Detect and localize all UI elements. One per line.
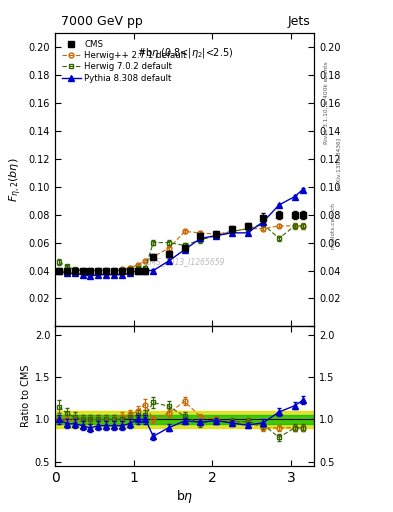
Bar — [55, 415, 314, 423]
Text: #b$\eta$ (0.8<|$\eta_2$|<2.5): #b$\eta$ (0.8<|$\eta_2$|<2.5) — [136, 47, 233, 60]
Text: Rivet 3.1.10, ≥ 400k events: Rivet 3.1.10, ≥ 400k events — [324, 61, 329, 144]
Text: [arXiv:1306.3436]: [arXiv:1306.3436] — [336, 137, 341, 190]
Text: mcplots.cern.ch: mcplots.cern.ch — [330, 202, 335, 249]
Y-axis label: Ratio to CMS: Ratio to CMS — [20, 365, 31, 428]
Text: CMS_2013_I1265659: CMS_2013_I1265659 — [145, 258, 225, 266]
Text: Jets: Jets — [288, 15, 310, 28]
Text: 7000 GeV pp: 7000 GeV pp — [61, 15, 143, 28]
Y-axis label: $F_{\eta,2}(b\eta)$: $F_{\eta,2}(b\eta)$ — [8, 158, 24, 202]
Bar — [55, 411, 314, 428]
X-axis label: b$\eta$: b$\eta$ — [176, 487, 193, 504]
Legend: CMS, Herwig++ 2.7.1 default, Herwig 7.0.2 default, Pythia 8.308 default: CMS, Herwig++ 2.7.1 default, Herwig 7.0.… — [59, 37, 189, 85]
